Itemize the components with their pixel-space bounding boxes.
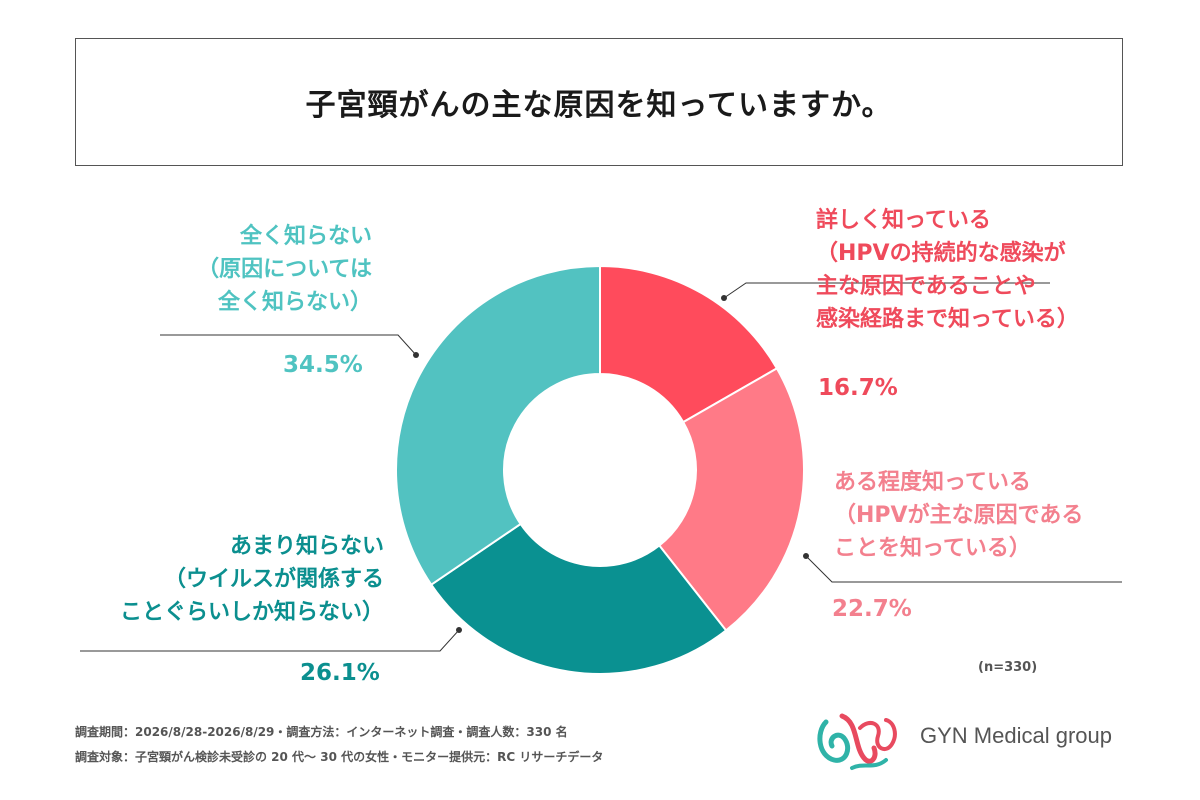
slice-detailed [599,264,779,424]
leader-line-detailed [723,282,1050,299]
slice-label-little: あまり知らない （ウイルスが関係する ことぐらいしか知らない） [84,530,384,629]
slice-label-line: 全く知らない） [217,290,372,315]
title-box: 子宮頸がんの主な原因を知っていますか。 [75,38,1123,166]
brand-logo: GYN Medical group [812,698,1132,778]
leader-line-none-dot [413,352,419,358]
sample-size-note: (n=330) [978,660,1038,675]
logo-text: GYN Medical group [920,723,1112,748]
slice-label-line: 全く知らない [239,224,372,249]
slice-label-line: （HPVが主な原因である [834,503,1084,528]
slice-value-little: 26.1% [300,660,380,686]
slice-label-line: ことぐらいしか知らない） [119,600,384,625]
leader-line-detailed-dot [721,295,727,301]
slice-label-line: ことを知っている） [834,536,1031,561]
slice-label-line: （ウイルスが関係する [163,567,384,592]
slice-label-line: （原因については [197,257,372,282]
slice-label-line: 感染経路まで知っている） [816,307,1079,332]
slice-little [429,522,728,675]
leader-line-somewhat-dot [803,553,809,559]
logo-mark-icon [817,713,897,770]
slice-label-line: 主な原因であることや [816,274,1036,299]
slice-none [395,264,601,587]
slice-label-detailed: 詳しく知っている （HPVの持続的な感染が 主な原因であることや 感染経路まで知… [816,204,1079,336]
survey-info-line1: 調査期間：2026/8/28-2026/8/29・調査方法：インターネット調査・… [75,725,568,739]
leader-line-none [160,334,417,356]
survey-info-line2: 調査対象：子宮頸がん検診未受診の 20 代～ 30 代の女性・モニター提供元：R… [75,750,604,764]
slice-label-somewhat: ある程度知っている （HPVが主な原因である ことを知っている） [834,466,1083,565]
slice-value-none: 34.5% [283,352,363,378]
leader-line-little [80,629,460,652]
slice-somewhat [657,367,805,632]
slice-label-none: 全く知らない （原因については 全く知らない） [160,220,372,319]
slice-value-somewhat: 22.7% [832,596,912,622]
slice-label-line: あまり知らない [229,534,384,559]
leader-line-little-dot [456,627,462,633]
chart-title: 子宮頸がんの主な原因を知っていますか。 [305,88,893,123]
slice-value-detailed: 16.7% [818,375,898,401]
slice-label-line: （HPVの持続的な感染が [816,241,1066,266]
slice-label-line: 詳しく知っている [816,208,991,233]
slice-label-line: ある程度知っている [834,470,1031,495]
leader-line-somewhat [805,555,1122,583]
